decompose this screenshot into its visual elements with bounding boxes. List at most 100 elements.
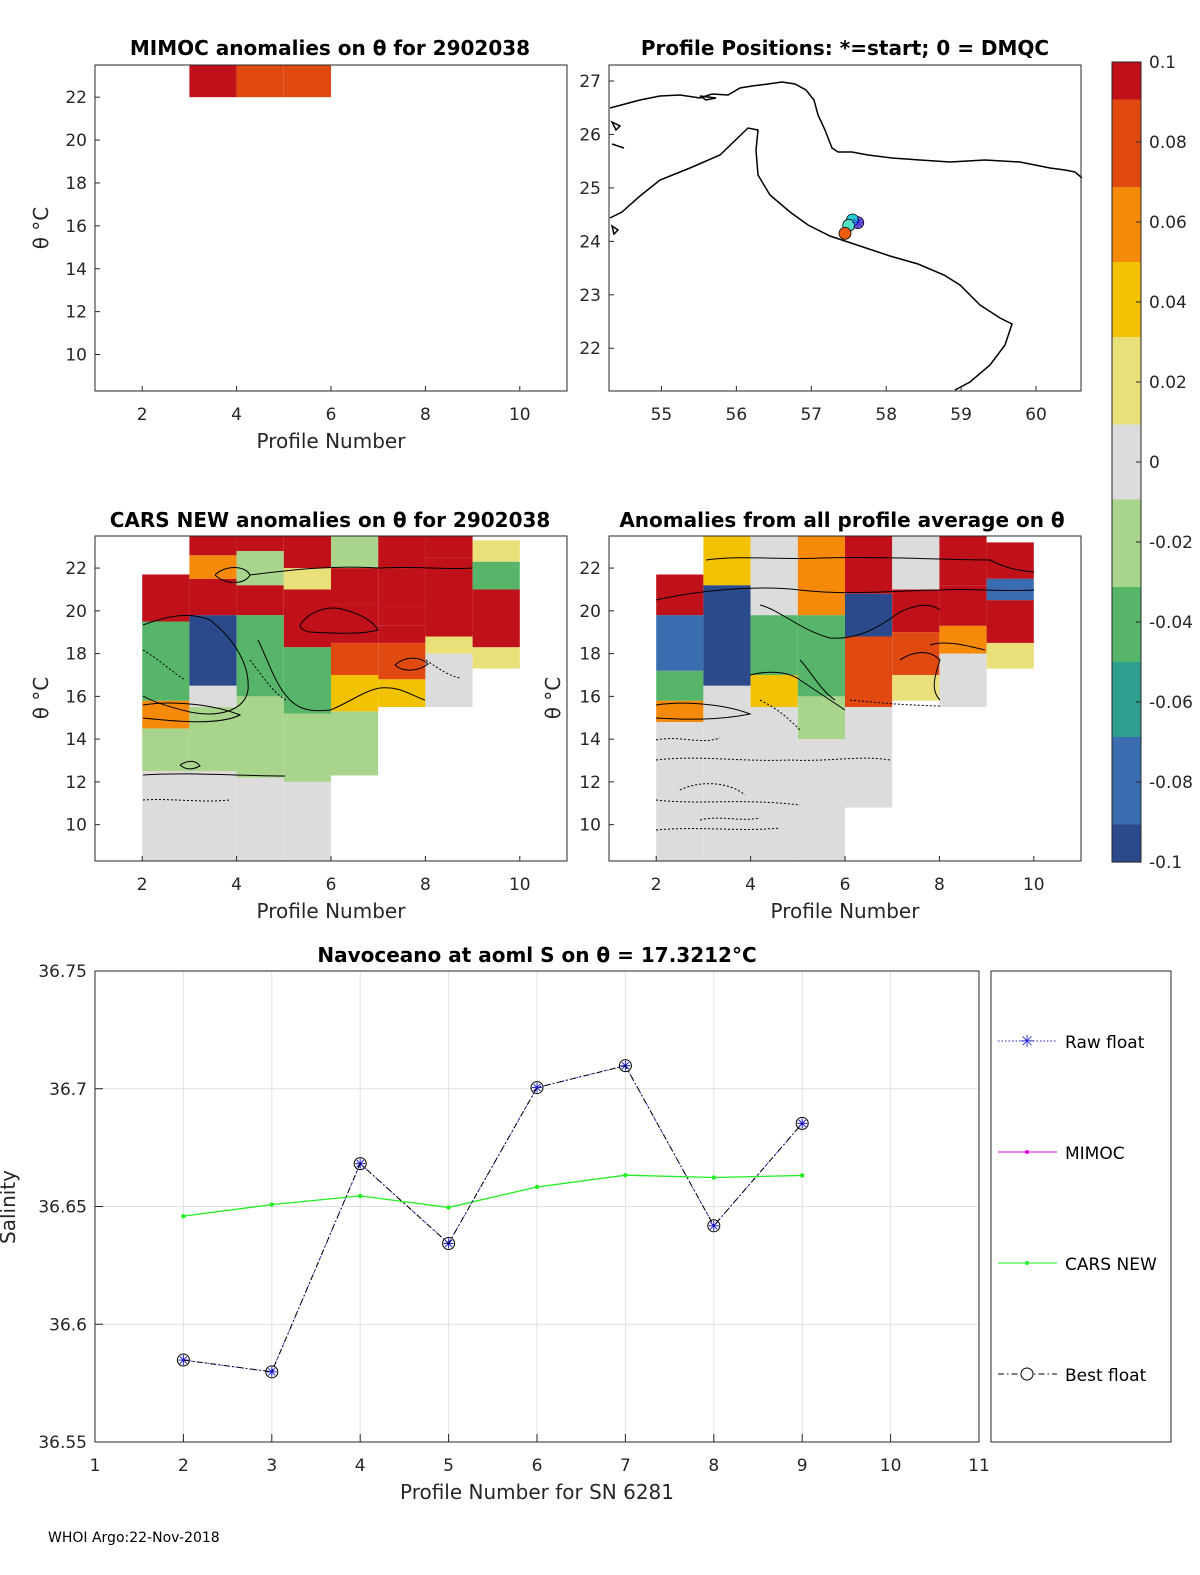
- open-circle-marker-icon: [1020, 1367, 1034, 1381]
- heatmap-cell: [142, 621, 190, 701]
- legend-label-mimoc: MIMOC: [1065, 1144, 1125, 1164]
- heatmap-cell: [331, 604, 379, 643]
- y-tick-label: 16: [65, 217, 87, 237]
- best-float-point: [530, 1081, 544, 1095]
- colorbar-band: [1112, 512, 1141, 526]
- x-tick-label: 60: [1025, 405, 1047, 425]
- colorbar-band: [1112, 99, 1141, 113]
- avg-ylabel: θ °C: [541, 677, 565, 720]
- dot-marker-icon: [1025, 1150, 1029, 1154]
- x-tick-label: 4: [355, 1456, 366, 1476]
- colorbar-band: [1112, 124, 1141, 138]
- heatmap-cell: [703, 536, 751, 586]
- colorbar-band: [1112, 462, 1141, 476]
- x-tick-label: 6: [326, 405, 337, 425]
- cars-new-point: [358, 1193, 363, 1199]
- heatmap-cell: [331, 568, 379, 605]
- colorbar-band: [1112, 812, 1141, 826]
- positions-title: Profile Positions: *=start; 0 = DMQC: [641, 36, 1049, 60]
- colorbar-tick-label: -0.08: [1149, 773, 1193, 793]
- heatmap-cell: [656, 700, 704, 723]
- x-tick-label: 4: [745, 875, 756, 895]
- legend-label-cars-new: CARS NEW: [1065, 1255, 1157, 1275]
- x-tick-label: 4: [231, 405, 242, 425]
- heatmap-cell: [236, 550, 284, 586]
- colorbar-band: [1112, 362, 1141, 376]
- profile-positions: ✳: [838, 213, 864, 240]
- heatmap-cell: [472, 540, 520, 562]
- heatmap-cell: [378, 568, 426, 607]
- avg-contour: [749, 659, 846, 711]
- salinity-panel: Navoceano at aoml S on θ = 17.3212°C 1 2 3…: [0, 943, 990, 1504]
- asterisk-marker-icon: ✳: [1020, 1032, 1034, 1052]
- y-tick-label: 22: [579, 339, 601, 359]
- salinity-axes-box: [94, 970, 980, 1443]
- positions-axes: 55 56 57 58 59 60 22 23 24 25 26 27: [579, 72, 1047, 425]
- cars-xlabel: Profile Number: [257, 899, 407, 923]
- colorbar-band: [1112, 237, 1141, 251]
- colorbar-tick-label: -0.1: [1149, 853, 1182, 873]
- heatmap-cell: [892, 589, 940, 633]
- mimoc-panel: MIMOC anomalies on θ for 2902038 2 4 6 8 10 1…: [29, 36, 568, 453]
- colorbar-band: [1112, 849, 1141, 863]
- cars-contour: [214, 566, 473, 583]
- heatmap-cell: [797, 696, 845, 740]
- legend-item-cars-new: CARS NEW: [998, 1255, 1157, 1275]
- y-tick-label: 16: [65, 687, 87, 707]
- x-tick-label: 8: [420, 875, 431, 895]
- footer-credit: WHOI Argo:22-Nov-2018: [48, 1530, 220, 1546]
- colorbar-band: [1112, 574, 1141, 588]
- heatmap-cell: [189, 555, 237, 579]
- heatmap-cell: [939, 585, 987, 626]
- heatmap-cell: [236, 696, 284, 778]
- colorbar-band: [1112, 187, 1141, 201]
- colorbar-band: [1112, 199, 1141, 213]
- heatmap-cell: [283, 568, 331, 590]
- colorbar-band: [1112, 599, 1141, 613]
- cars-panel: CARS NEW anomalies on θ for 2902038 2 4 6 8…: [29, 508, 568, 923]
- colorbar-band: [1112, 399, 1141, 413]
- heatmap-cell: [425, 636, 473, 654]
- colorbar-tick-label: 0.02: [1149, 373, 1187, 393]
- heatmap-cell: [656, 615, 704, 671]
- legend-item-mimoc: MIMOC: [998, 1144, 1125, 1164]
- x-tick-label: 2: [137, 405, 148, 425]
- coastline-islands: [610, 95, 717, 236]
- heatmap-cell: [236, 615, 284, 697]
- x-tick-label: 6: [532, 1456, 543, 1476]
- colorbar-band: [1112, 149, 1141, 163]
- cars-new-line: [183, 1174, 803, 1217]
- y-tick-label: 14: [65, 730, 87, 750]
- heatmap-cell: [236, 777, 284, 861]
- colorbar-tick-label: 0.04: [1149, 293, 1187, 313]
- positions-axes-box: [608, 64, 1082, 392]
- colorbar-band: [1112, 487, 1141, 501]
- heatmap-cell: [986, 542, 1034, 579]
- salinity-title: Navoceano at aoml S on θ = 17.3212°C: [317, 943, 756, 967]
- heatmap-cell: [472, 589, 520, 648]
- heatmap-cell: [656, 670, 704, 701]
- heatmap-cell: [797, 739, 845, 861]
- x-tick-label: 9: [797, 1456, 808, 1476]
- avg-contour: [655, 702, 752, 720]
- colorbar-band: [1112, 224, 1141, 238]
- heatmap-cell: [283, 589, 331, 648]
- colorbar-band: [1112, 712, 1141, 726]
- best-float-point: [176, 1353, 190, 1367]
- colorbar: 0.1 0.08 0.06 0.04 0.02 0 -0.02 -0.04 -0.06 -0.08…: [1111, 53, 1193, 873]
- best-float-point: [442, 1236, 456, 1250]
- heatmap-cell: [986, 600, 1034, 643]
- legend-item-raw-float: ✳ Raw float: [998, 1032, 1145, 1053]
- x-tick-label: 7: [620, 1456, 631, 1476]
- cars-new-point: [534, 1184, 540, 1190]
- heatmap-cell: [892, 674, 940, 701]
- colorbar-band: [1112, 387, 1141, 401]
- cars-heatmap: [142, 536, 520, 861]
- y-tick-label: 12: [579, 773, 601, 793]
- colorbar-band: [1112, 337, 1141, 351]
- colorbar-band: [1112, 537, 1141, 551]
- cars-contour: [257, 639, 426, 712]
- heatmap-cell: [425, 557, 473, 637]
- heatmap-cell: [939, 625, 987, 654]
- x-tick-label: 8: [420, 405, 431, 425]
